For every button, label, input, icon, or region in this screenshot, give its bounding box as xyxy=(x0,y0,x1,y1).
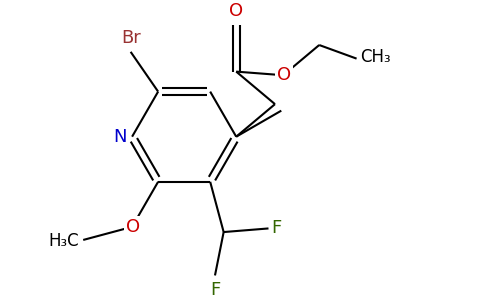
Text: H₃C: H₃C xyxy=(48,232,79,250)
Text: N: N xyxy=(114,128,127,146)
Text: CH₃: CH₃ xyxy=(360,48,391,66)
Text: F: F xyxy=(210,280,220,298)
Text: O: O xyxy=(229,2,243,20)
Text: O: O xyxy=(126,218,141,236)
Text: F: F xyxy=(272,219,282,237)
Text: Br: Br xyxy=(121,29,140,47)
Text: O: O xyxy=(277,66,291,84)
